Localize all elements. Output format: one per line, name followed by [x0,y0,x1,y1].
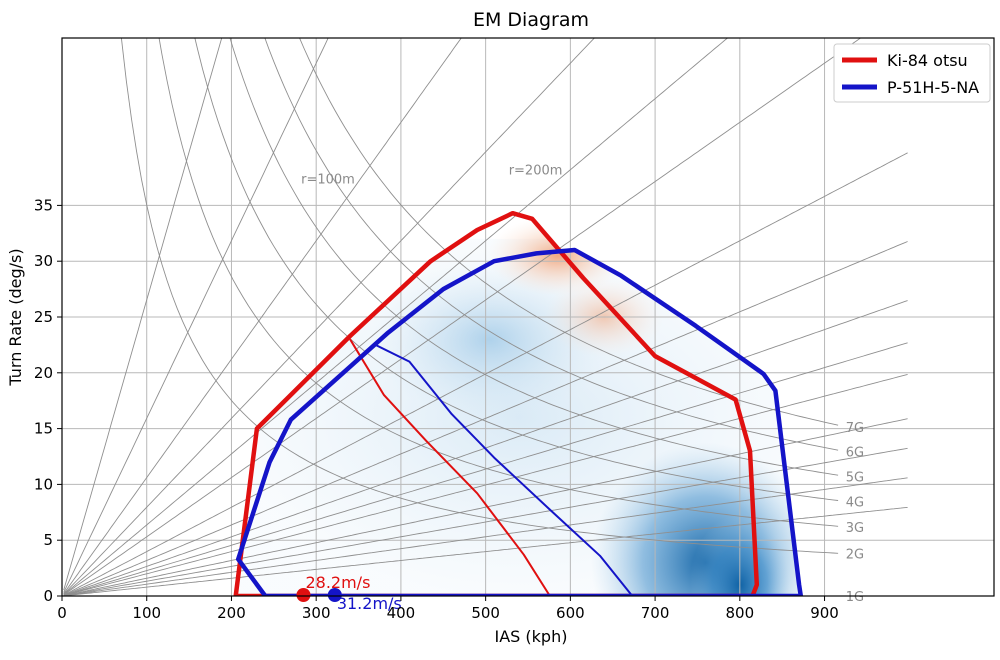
x-axis-title: IAS (kph) [495,627,568,646]
g-line-label: 6G [846,446,864,461]
radius-curve [63,373,908,596]
x-tick-label: 600 [556,604,585,622]
g-line-label: 5G [846,470,864,485]
g-load-line [120,38,839,554]
min-speed-marker [327,588,342,602]
radius-curve [63,38,462,594]
g-load-line [264,38,839,451]
g-load-line [229,38,839,476]
y-tick-label: 15 [34,420,53,438]
radius-curve [63,38,329,593]
y-tick-label: 30 [34,252,53,270]
radius-curve [63,152,908,596]
radius-curve [63,506,908,596]
radius-label: r=100m [301,173,355,188]
y-axis-title: Turn Rate (deg/s) [6,248,25,386]
g-line-label: 7G [846,421,864,436]
x-tick-label: 200 [217,604,246,622]
radius-curve [63,418,908,596]
legend: Ki-84 otsu P-51H-5-NA [833,43,991,103]
min-speed-label: 31.2m/s [337,594,402,613]
heatmap-fill [235,215,801,596]
radius-curve [63,38,862,596]
radius-label: r=200m [509,164,563,179]
sustained-turn-line [375,344,633,596]
min-speed-label: 28.2m/s [305,573,370,592]
y-tick-label: 25 [34,308,53,326]
sustained-turn-line [349,338,551,596]
g-line-label: 2G [846,548,864,563]
g-line-label: 1G [846,590,864,605]
g-load-line [299,38,839,426]
y-tick-label: 0 [43,587,53,605]
y-axis-ticks: 0 5 10 15 20 25 30 35 [34,196,62,605]
curve-labels: 1G 2G 3G 4G 5G 6G 7G r=100m r=200m [301,164,864,605]
legend-label-ki84: Ki-84 otsu [887,51,968,70]
radius-curves [63,38,908,596]
x-tick-label: 900 [810,604,839,622]
envelope-line [235,247,804,596]
g-load-line [194,38,839,501]
series-lines [233,210,804,596]
x-tick-label: 400 [387,604,416,622]
y-tick-label: 10 [34,475,53,493]
x-tick-label: 300 [302,604,331,622]
x-axis-ticks: 0 100 200 300 400 500 600 700 800 900 [57,596,839,622]
x-tick-label: 100 [132,604,161,622]
chart-title: EM Diagram [473,9,589,31]
x-tick-label: 500 [471,604,500,622]
g-load-line [158,38,839,527]
y-tick-label: 5 [43,531,53,549]
radius-curve [63,477,908,596]
radius-curve [63,241,908,596]
radius-curve [63,447,908,596]
min-speed-markers: 28.2m/s 31.2m/s [296,573,402,613]
x-tick-label: 800 [725,604,754,622]
y-tick-label: 35 [34,196,53,214]
x-tick-label: 0 [57,604,67,622]
legend-label-p51h: P-51H-5-NA [887,78,979,97]
y-tick-label: 20 [34,364,53,382]
g-line-label: 4G [846,495,864,510]
x-tick-label: 700 [641,604,670,622]
radius-curve [63,38,596,595]
g-load-lines [95,38,839,596]
min-speed-marker [296,588,311,602]
grid-lines [62,38,994,596]
radius-curve [63,38,223,591]
envelope-line [233,210,760,596]
g-line-label: 3G [846,521,864,536]
radius-curve [63,342,908,596]
radius-curve [63,38,729,595]
